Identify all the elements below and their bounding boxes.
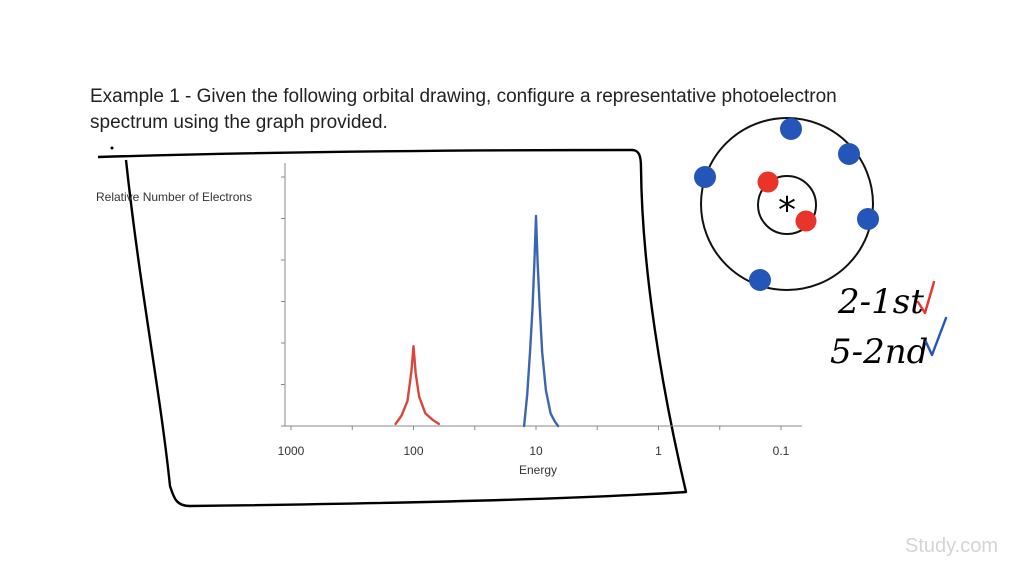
x-tick-label: 10 — [529, 444, 543, 458]
blue-check-icon — [924, 316, 948, 357]
handwritten-notes: 2-1st 5-2nd — [830, 280, 948, 372]
x-tick-label: 1000 — [278, 444, 305, 458]
note-second-shell: 5-2nd — [830, 332, 928, 372]
outer-electron-1 — [780, 118, 802, 140]
problem-statement-line-2: spectrum using the graph provided. — [90, 112, 388, 133]
watermark-logo: Study.com — [905, 535, 998, 557]
x-axis-tick-labels: 1000 100 10 1 0.1 — [278, 444, 790, 458]
outer-electron-4 — [749, 269, 771, 291]
series-line-2 — [522, 214, 560, 428]
orbital-drawing: * — [694, 117, 879, 291]
pen-dot — [110, 146, 114, 150]
red-check-icon — [916, 280, 936, 315]
hand-drawn-box — [97, 148, 688, 508]
x-tick-label: 1 — [655, 444, 662, 458]
inner-electron-1 — [757, 171, 779, 193]
inner-electron-2 — [795, 210, 817, 232]
y-axis-ticks — [281, 176, 285, 427]
outer-electron-5 — [694, 166, 716, 188]
nucleus-symbol: * — [778, 190, 796, 231]
x-tick-label: 100 — [403, 444, 423, 458]
y-axis-label: Relative Number of Electrons — [96, 190, 252, 204]
problem-statement: Example 1 - Given the following orbital … — [90, 84, 950, 136]
series-layer — [394, 214, 560, 428]
outer-shell — [700, 117, 874, 291]
x-axis-ticks — [290, 426, 782, 430]
inner-shell — [757, 175, 817, 235]
outer-electron-2 — [838, 143, 860, 165]
x-axis-label: Energy — [519, 463, 557, 477]
chart: 1000 100 10 1 0.1 Relative Number of Electro… — [96, 163, 802, 477]
problem-statement-line-1: Example 1 - Given the following orbital … — [90, 86, 837, 107]
note-first-shell: 2-1st — [837, 282, 924, 322]
x-tick-label: 0.1 — [773, 444, 790, 458]
outer-electron-3 — [857, 208, 879, 230]
series-line-1 — [394, 345, 441, 426]
